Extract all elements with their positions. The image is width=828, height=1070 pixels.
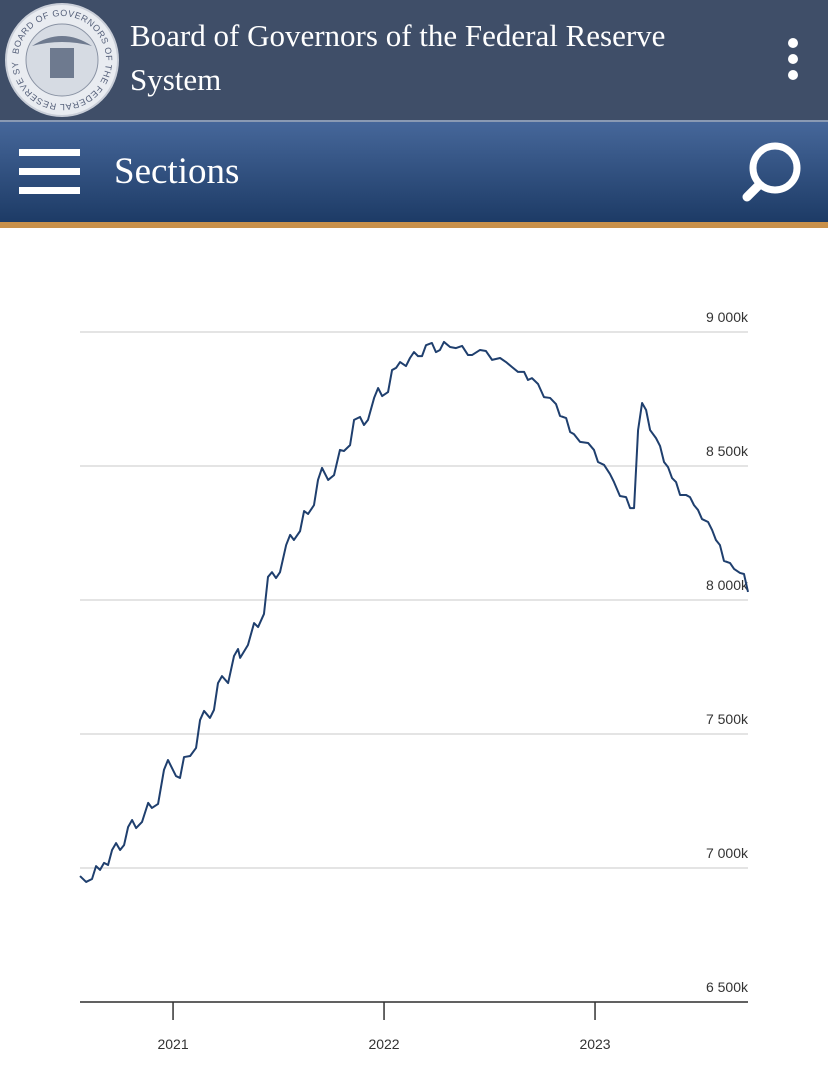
nav-label[interactable]: Sections	[114, 151, 240, 192]
search-icon[interactable]	[740, 139, 806, 205]
more-menu[interactable]	[783, 35, 803, 85]
x-tick-label: 2022	[368, 1036, 399, 1052]
x-tick-label: 2023	[579, 1036, 610, 1052]
nav-bar: Sections	[0, 122, 828, 228]
site-header: BOARD OF GOVERNORS OF THE FEDERAL RESERV…	[0, 0, 828, 122]
menu-icon[interactable]	[19, 149, 81, 197]
y-tick-label: 8 500k	[706, 443, 749, 459]
chart: 6 500k 7 000k 7 500k 8 000k 8 500k 9 000k 2021…	[79, 309, 749, 1052]
y-tick-label: 8 000k	[706, 577, 749, 593]
y-tick-label: 6 500k	[706, 979, 749, 995]
y-tick-label: 9 000k	[706, 309, 749, 325]
x-tick-label: 2021	[157, 1036, 188, 1052]
seal[interactable]: BOARD OF GOVERNORS OF THE FEDERAL RESERV…	[2, 0, 122, 120]
site-title[interactable]: Board of Governors of the Federal Reserv…	[130, 18, 666, 97]
y-tick-label: 7 500k	[706, 711, 749, 727]
data-line	[79, 340, 749, 883]
y-tick-label: 7 000k	[706, 845, 749, 861]
